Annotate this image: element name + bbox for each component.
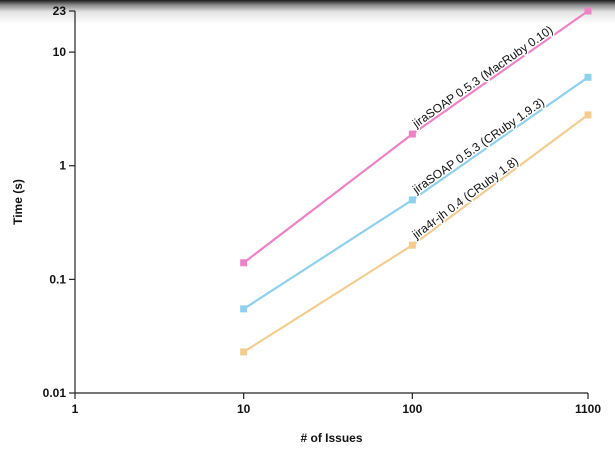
series-point: [584, 7, 592, 15]
series-point: [240, 305, 248, 313]
series-point: [584, 73, 592, 81]
x-axis-title: # of Issues: [300, 431, 362, 445]
y-axis-title: Time (s): [11, 179, 25, 225]
x-axis-ticks: 1 10 100 1100: [72, 393, 601, 416]
x-tick-label: 1: [72, 402, 79, 416]
y-tick-label: 1: [59, 159, 66, 173]
y-axis-ticks: 0.01 0.1 1 10 23: [43, 4, 75, 400]
y-tick-label: 23: [53, 4, 67, 18]
chart-axes: [74, 11, 588, 394]
y-tick-label: 0.01: [43, 386, 67, 400]
y-tick-label: 0.1: [49, 272, 66, 286]
x-tick-label: 10: [237, 402, 251, 416]
series-labels: jiraSOAP 0.5.3 (MacRuby 0.10)jiraSOAP 0.…: [407, 21, 557, 243]
x-tick-label: 1100: [575, 402, 601, 416]
series-layer: [240, 7, 592, 356]
x-tick-label: 100: [402, 402, 422, 416]
y-tick-label: 10: [53, 45, 67, 59]
series-point: [408, 130, 416, 138]
series-point: [240, 348, 248, 356]
series-label: jira4r-jh 0.4 (CRuby 1.8): [409, 154, 521, 242]
series-point: [408, 196, 416, 204]
series-point: [408, 241, 416, 249]
series-point: [240, 259, 248, 267]
series-point: [584, 111, 592, 119]
